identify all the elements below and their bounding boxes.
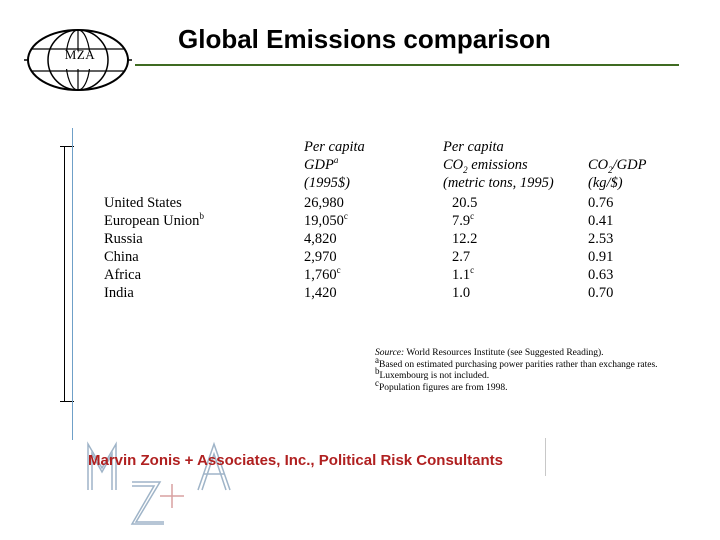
- table-cell-gdp: 2,970: [304, 249, 337, 265]
- header-intensity: CO2/GDP (kg/$): [588, 157, 647, 191]
- left-accent-line: [72, 128, 73, 440]
- table-cell-gdp: 19,050c: [304, 211, 348, 229]
- left-bracket-bottom: [60, 401, 74, 402]
- mza-watermark-logo: [87, 441, 231, 525]
- table-cell-intensity: 0.91: [588, 249, 614, 265]
- table-cell-gdp: 26,980: [304, 195, 344, 211]
- footer-company-name: Marvin Zonis + Associates, Inc., Politic…: [88, 452, 503, 469]
- table-cell-co2: 1.1c: [452, 265, 475, 283]
- page-title: Global Emissions comparison: [178, 24, 551, 54]
- table-cell-co2: 7.9c: [452, 211, 475, 229]
- table-cell-intensity: 0.70: [588, 285, 614, 301]
- table-cell-intensity: 0.63: [588, 267, 614, 283]
- table-cell-country: European Unionb: [104, 211, 204, 229]
- table-notes: Source: World Resources Institute (see S…: [375, 348, 695, 394]
- footnote: aBased on estimated purchasing power par…: [375, 354, 658, 370]
- table-cell-country: India: [104, 285, 134, 301]
- table-cell-country: United States: [104, 195, 182, 211]
- table-cell-intensity: 0.41: [588, 213, 614, 229]
- table-cell-country: Russia: [104, 231, 143, 247]
- logo-text: MZA: [64, 47, 96, 62]
- source-note: Source: World Resources Institute (see S…: [375, 348, 604, 358]
- table-cell-intensity: 2.53: [588, 231, 614, 247]
- table-cell-co2: 12.2: [452, 231, 478, 247]
- title-rule: [135, 64, 679, 66]
- footnote: cPopulation figures are from 1998.: [375, 377, 508, 393]
- left-bracket-line: [64, 146, 65, 402]
- footnote: bLuxembourg is not included.: [375, 366, 490, 382]
- table-cell-gdp: 1,420: [304, 285, 337, 301]
- left-bracket-top: [60, 146, 74, 147]
- right-accent-line: [545, 438, 546, 476]
- table-cell-co2: 2.7: [452, 249, 471, 265]
- table-cell-co2: 20.5: [452, 195, 478, 211]
- mza-logo-globe: [24, 29, 132, 91]
- table-cell-gdp: 4,820: [304, 231, 337, 247]
- table-cell-country: China: [104, 249, 139, 265]
- header-co2: Per capita CO2 emissions (metric tons, 1…: [443, 139, 554, 191]
- table-cell-gdp: 1,760c: [304, 265, 341, 283]
- header-gdp: Per capita GDPa (1995$): [304, 139, 365, 191]
- table-cell-country: Africa: [104, 267, 142, 283]
- table-cell-co2: 1.0: [452, 285, 471, 301]
- table-cell-intensity: 0.76: [588, 195, 614, 211]
